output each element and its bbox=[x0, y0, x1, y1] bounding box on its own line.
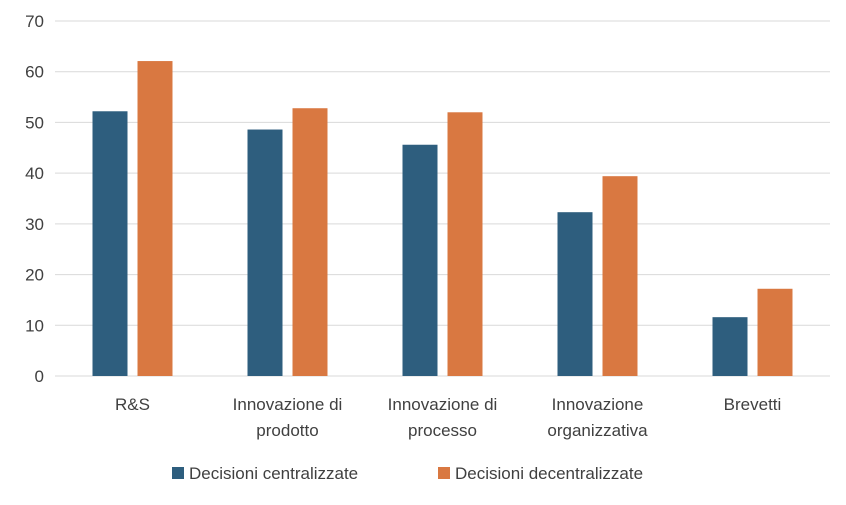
y-tick-label: 70 bbox=[25, 12, 44, 31]
bar-centralizzate bbox=[402, 144, 438, 376]
legend: Decisioni centralizzate Decisioni decentr… bbox=[172, 464, 643, 483]
legend-item: Decisioni centralizzate bbox=[172, 464, 358, 483]
bar-decentralizzate bbox=[602, 176, 638, 376]
bar-centralizzate bbox=[92, 111, 128, 377]
bar-decentralizzate bbox=[137, 61, 173, 377]
x-tick-label: R&S bbox=[115, 395, 150, 414]
x-category-label: Innovazione organizzativa bbox=[547, 395, 648, 440]
y-axis: 0 10 20 30 40 50 60 70 bbox=[25, 12, 44, 386]
bars bbox=[92, 61, 793, 377]
x-tick-label: Innovazione di bbox=[388, 395, 498, 414]
x-category-label: Innovazione di processo bbox=[388, 395, 498, 440]
x-category-label: Innovazione di prodotto bbox=[233, 395, 343, 440]
x-tick-label: Innovazione di bbox=[233, 395, 343, 414]
y-tick-label: 0 bbox=[35, 367, 44, 386]
x-tick-label: Innovazione bbox=[552, 395, 644, 414]
x-category-label: Brevetti bbox=[724, 395, 782, 414]
y-tick-label: 60 bbox=[25, 63, 44, 82]
bar-centralizzate bbox=[247, 129, 283, 376]
bar-decentralizzate bbox=[292, 108, 328, 376]
legend-label: Decisioni centralizzate bbox=[189, 464, 358, 483]
y-tick-label: 20 bbox=[25, 266, 44, 285]
y-tick-label: 40 bbox=[25, 164, 44, 183]
x-category-label: R&S bbox=[115, 395, 150, 414]
bar-decentralizzate bbox=[757, 288, 793, 376]
y-tick-label: 10 bbox=[25, 316, 44, 335]
x-tick-label: prodotto bbox=[256, 421, 318, 440]
x-axis: R&S Innovazione di prodotto Innovazione di p… bbox=[115, 395, 781, 440]
gridlines bbox=[55, 20, 830, 377]
legend-label: Decisioni decentralizzate bbox=[455, 464, 643, 483]
legend-swatch bbox=[438, 467, 450, 479]
legend-swatch bbox=[172, 467, 184, 479]
x-tick-label: organizzativa bbox=[547, 421, 648, 440]
bar-centralizzate bbox=[712, 317, 748, 376]
y-tick-label: 30 bbox=[25, 215, 44, 234]
bar-centralizzate bbox=[557, 212, 593, 376]
x-tick-label: processo bbox=[408, 421, 477, 440]
legend-item: Decisioni decentralizzate bbox=[438, 464, 643, 483]
bar-decentralizzate bbox=[447, 112, 483, 377]
x-tick-label: Brevetti bbox=[724, 395, 782, 414]
y-tick-label: 50 bbox=[25, 113, 44, 132]
